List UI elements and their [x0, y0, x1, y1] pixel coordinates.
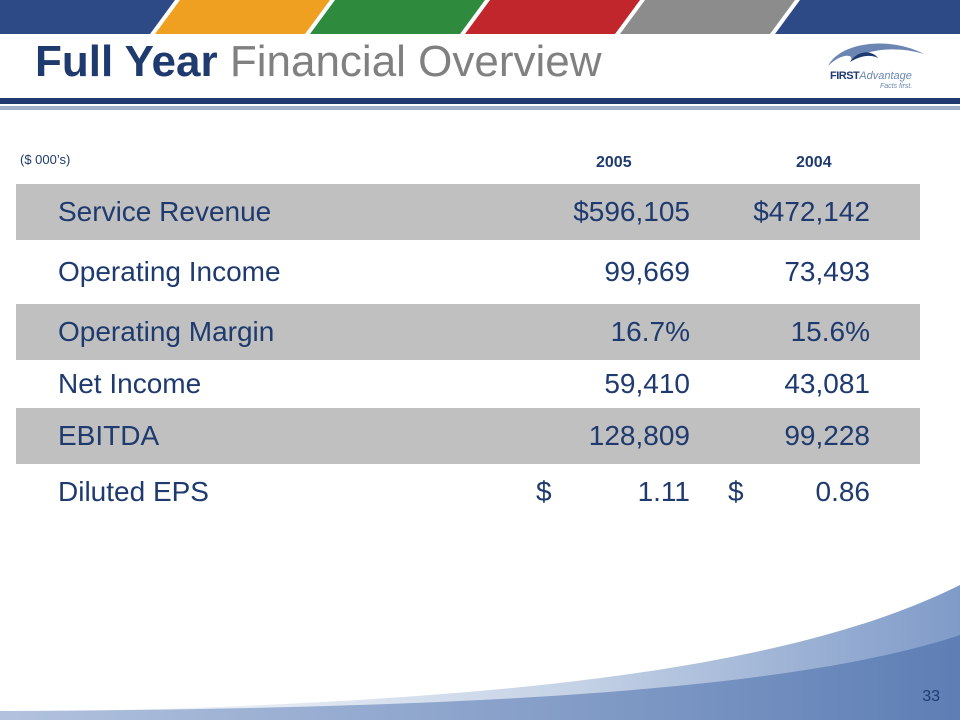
units-label: ($ 000’s) — [20, 152, 71, 167]
title-bold-text: Full Year — [35, 37, 218, 86]
bottom-swoosh — [0, 585, 960, 720]
value-2005: 99,669 — [604, 256, 690, 287]
table-row: Service Revenue $596,105 $472,142 — [16, 184, 920, 240]
title-rule-dark — [0, 98, 960, 104]
first-advantage-logo-icon — [828, 43, 924, 66]
value-2004: 43,081 — [784, 368, 870, 399]
value-2005: $596,105 — [573, 196, 690, 227]
logo-wordmark: FIRSTAdvantage — [830, 70, 912, 82]
currency-symbol-2004: $ — [728, 476, 744, 507]
currency-symbol-2005: $ — [536, 476, 552, 507]
value-2004: 99,228 — [784, 420, 870, 451]
table-row: Operating Margin 16.7% 15.6% — [16, 304, 920, 360]
column-header-2004: 2004 — [796, 154, 832, 171]
value-2005: 59,410 — [604, 368, 690, 399]
title-rule-light — [0, 106, 960, 110]
row-label: Operating Income — [58, 256, 281, 287]
table-row: EBITDA 128,809 99,228 — [16, 408, 920, 464]
row-label: Net Income — [58, 368, 202, 399]
table-row: Operating Income 99,669 73,493 — [16, 240, 920, 304]
top-color-stripes — [0, 0, 960, 34]
logo-name-second: Advantage — [859, 70, 912, 82]
column-header-2005: 2005 — [596, 154, 632, 171]
value-2004: $472,142 — [753, 196, 870, 227]
slide-title: Full Year Financial Overview — [35, 40, 602, 84]
title-light-text: Financial Overview — [229, 37, 602, 86]
table-row: Net Income 59,410 43,081 — [16, 360, 920, 408]
row-label: Diluted EPS — [58, 476, 209, 507]
logo-tagline: Facts first. — [880, 83, 913, 90]
page-number: 33 — [922, 688, 940, 705]
value-2005: 128,809 — [588, 420, 690, 451]
value-2005: 16.7% — [610, 316, 690, 347]
financial-table: Service Revenue $596,105 $472,142 Operat… — [16, 184, 920, 520]
value-2004: 73,493 — [784, 256, 870, 287]
logo-name-first: FIRST — [830, 70, 860, 82]
value-2005: 1.11 — [637, 476, 690, 507]
table-row: Diluted EPS $ 1.11 $ 0.86 — [16, 464, 920, 520]
row-label: EBITDA — [58, 420, 160, 451]
row-label: Operating Margin — [58, 316, 275, 347]
value-2004: 15.6% — [790, 316, 870, 347]
row-label: Service Revenue — [58, 196, 272, 227]
value-2004: 0.86 — [815, 476, 871, 507]
